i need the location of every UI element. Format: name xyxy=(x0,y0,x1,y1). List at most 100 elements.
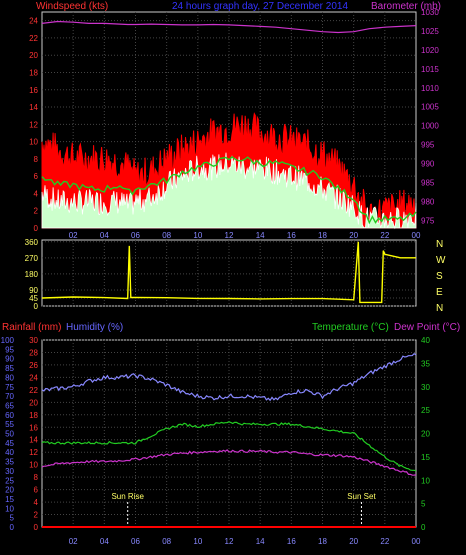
rainfall-tick-label: 24 xyxy=(29,373,38,382)
hour-tick-label: 12 xyxy=(225,537,234,546)
windspeed-axis-title: Windspeed (kts) xyxy=(36,1,108,12)
humidity-tick-label: 25 xyxy=(5,476,14,485)
barometer-tick-label: 1005 xyxy=(421,103,439,112)
humidity-tick-label: 0 xyxy=(10,523,15,532)
rainfall-tick-label: 14 xyxy=(29,436,38,445)
windspeed-tick-label: 0 xyxy=(34,224,39,233)
windspeed-tick-label: 10 xyxy=(29,138,38,147)
humidity-tick-label: 15 xyxy=(5,495,14,504)
hour-tick-label: 08 xyxy=(162,231,171,240)
rainfall-tick-label: 30 xyxy=(29,336,38,345)
barometer-axis-title: Barometer (mb) xyxy=(371,1,441,12)
barometer-tick-label: 1015 xyxy=(421,65,439,74)
windspeed-tick-label: 24 xyxy=(29,17,38,26)
hour-tick-label: 22 xyxy=(380,537,389,546)
direction-tick-label: 270 xyxy=(25,254,39,263)
temperature-series xyxy=(41,421,417,472)
rainfall-tick-label: 0 xyxy=(34,523,39,532)
windspeed-tick-label: 2 xyxy=(34,207,39,216)
temperature-tick-label: 15 xyxy=(421,453,430,462)
hour-tick-label: 14 xyxy=(256,231,265,240)
rainfall-tick-label: 28 xyxy=(29,348,38,357)
hour-tick-label: 02 xyxy=(69,231,78,240)
humidity-tick-label: 50 xyxy=(5,430,14,439)
barometer-tick-label: 995 xyxy=(421,141,435,150)
humidity-tick-label: 75 xyxy=(5,383,14,392)
windspeed-tick-label: 20 xyxy=(29,51,38,60)
hour-tick-label: 02 xyxy=(69,537,78,546)
barometer-tick-label: 1020 xyxy=(421,46,439,55)
hour-tick-label: 16 xyxy=(287,231,296,240)
hour-tick-label: 04 xyxy=(100,537,109,546)
hour-tick-label: 20 xyxy=(349,537,358,546)
humidity-tick-label: 65 xyxy=(5,401,14,410)
graph-title: 24 hours graph day, 27 December 2014 xyxy=(172,1,348,12)
humidity-tick-label: 60 xyxy=(5,411,14,420)
sun-event-label: Sun Rise xyxy=(111,492,144,501)
barometer-tick-label: 1000 xyxy=(421,122,439,131)
barometer-tick-label: 1030 xyxy=(421,8,439,17)
compass-label: W xyxy=(436,255,446,266)
windspeed-tick-label: 12 xyxy=(29,120,38,129)
direction-tick-label: 180 xyxy=(25,270,39,279)
hour-tick-label: 18 xyxy=(318,537,327,546)
wind-barometer-panel: 0246810121416182022249759809859909951000… xyxy=(29,8,439,240)
hour-tick-label: 00 xyxy=(412,231,421,240)
hour-tick-label: 20 xyxy=(349,231,358,240)
hour-tick-label: 00 xyxy=(412,537,421,546)
hour-tick-label: 06 xyxy=(131,537,140,546)
hour-tick-label: 10 xyxy=(193,537,202,546)
windspeed-tick-label: 14 xyxy=(29,103,38,112)
windspeed-tick-label: 8 xyxy=(34,155,39,164)
temperature-tick-label: 40 xyxy=(421,336,430,345)
humidity-tick-label: 35 xyxy=(5,458,14,467)
hour-tick-label: 22 xyxy=(380,231,389,240)
compass-label: S xyxy=(436,271,443,282)
windspeed-tick-label: 16 xyxy=(29,86,38,95)
wind-smooth-series xyxy=(41,155,417,225)
humidity-tick-label: 10 xyxy=(5,504,14,513)
temperature-tick-label: 0 xyxy=(421,523,426,532)
hour-tick-label: 18 xyxy=(318,231,327,240)
humidity-tick-label: 5 xyxy=(10,514,15,523)
rainfall-tick-label: 6 xyxy=(34,486,39,495)
windspeed-tick-label: 4 xyxy=(34,189,39,198)
barometer-tick-label: 985 xyxy=(421,179,435,188)
barometer-tick-label: 1010 xyxy=(421,84,439,93)
wind-direction-series xyxy=(41,241,416,304)
humidity-tick-label: 95 xyxy=(5,345,14,354)
direction-tick-label: 360 xyxy=(25,238,39,247)
hour-tick-label: 10 xyxy=(193,231,202,240)
temperature-axis-title: Temperature (°C) xyxy=(312,322,389,333)
dewpoint-axis-title: Dew Point (°C) xyxy=(394,322,460,333)
temperature-tick-label: 20 xyxy=(421,430,430,439)
humidity-tick-label: 90 xyxy=(5,355,14,364)
humidity-tick-label: 80 xyxy=(5,373,14,382)
humidity-series xyxy=(41,352,417,402)
humidity-tick-label: 70 xyxy=(5,392,14,401)
humidity-tick-label: 55 xyxy=(5,420,14,429)
rainfall-tick-label: 22 xyxy=(29,386,38,395)
temperature-tick-label: 5 xyxy=(421,500,426,509)
humidity-tick-label: 85 xyxy=(5,364,14,373)
rainfall-axis-title: Rainfall (mm) xyxy=(2,322,61,333)
barometer-tick-label: 975 xyxy=(421,216,435,225)
barometer-tick-label: 980 xyxy=(421,197,435,206)
sun-event-label: Sun Set xyxy=(347,492,376,501)
compass-label: N xyxy=(436,303,443,314)
rainfall-tick-label: 26 xyxy=(29,361,38,370)
rainfall-tick-label: 10 xyxy=(29,461,38,470)
humidity-tick-label: 100 xyxy=(1,336,15,345)
hour-tick-label: 06 xyxy=(131,231,140,240)
humidity-tick-label: 40 xyxy=(5,448,14,457)
temp-humidity-panel: 0510152025303540455055606570758085909510… xyxy=(1,336,431,546)
rainfall-tick-label: 2 xyxy=(34,511,39,520)
temperature-tick-label: 10 xyxy=(421,476,430,485)
rainfall-tick-label: 8 xyxy=(34,473,39,482)
windspeed-tick-label: 6 xyxy=(34,172,39,181)
hour-tick-label: 14 xyxy=(256,537,265,546)
windspeed-tick-label: 18 xyxy=(29,68,38,77)
hour-tick-label: 08 xyxy=(162,537,171,546)
